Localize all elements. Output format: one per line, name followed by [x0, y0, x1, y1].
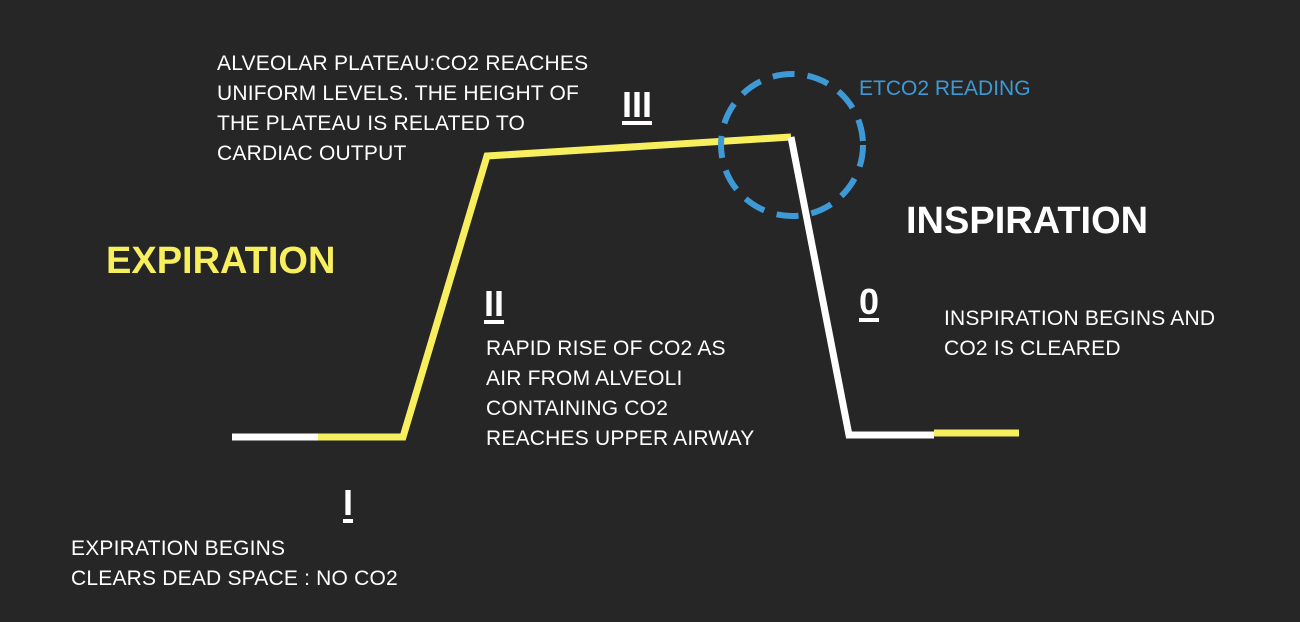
- phase-ii-description: RAPID RISE OF CO2 AS AIR FROM ALVEOLI CO…: [486, 334, 755, 454]
- phase-iii-description: ALVEOLAR PLATEAU:CO2 REACHES UNIFORM LEV…: [217, 49, 588, 169]
- inspiration-title: INSPIRATION: [906, 200, 1149, 242]
- phase-ii-numeral: II: [484, 283, 505, 324]
- phase-iii-line: THE PLATEAU IS RELATED TO: [217, 112, 526, 135]
- phase-iii-line: CARDIAC OUTPUT: [217, 142, 407, 165]
- phase-iii-line: UNIFORM LEVELS. THE HEIGHT OF: [217, 82, 580, 105]
- phase-ii-line: AIR FROM ALVEOLI: [486, 367, 683, 390]
- phase-iii-line: ALVEOLAR PLATEAU:CO2 REACHES: [217, 52, 589, 75]
- phase-0-line: CO2 IS CLEARED: [944, 337, 1121, 360]
- phase-iii-numeral: III: [622, 84, 653, 125]
- phase-0-line: INSPIRATION BEGINS AND: [944, 307, 1216, 330]
- inspiration-downstroke: [787, 136, 934, 439]
- phase-i-line: EXPIRATION BEGINS: [71, 537, 286, 560]
- phase-ii-line: CONTAINING CO2: [486, 397, 669, 420]
- phase-i-line: CLEARS DEAD SPACE : NO CO2: [71, 567, 398, 590]
- phase-i-numeral: I: [343, 482, 354, 523]
- etco2-circle: [718, 71, 866, 219]
- phase-0-description: INSPIRATION BEGINS AND CO2 IS CLEARED: [944, 304, 1215, 364]
- etco2-reading-label: ETCO2 READING: [859, 77, 1031, 100]
- phase-i-description: EXPIRATION BEGINS CLEARS DEAD SPACE : NO…: [71, 534, 398, 594]
- phase-ii-line: RAPID RISE OF CO2 AS: [486, 337, 726, 360]
- phase-0-numeral: 0: [859, 281, 880, 322]
- expiration-curve: [318, 133, 792, 441]
- phase-ii-line: REACHES UPPER AIRWAY: [486, 427, 755, 450]
- expiration-title: EXPIRATION: [106, 240, 336, 282]
